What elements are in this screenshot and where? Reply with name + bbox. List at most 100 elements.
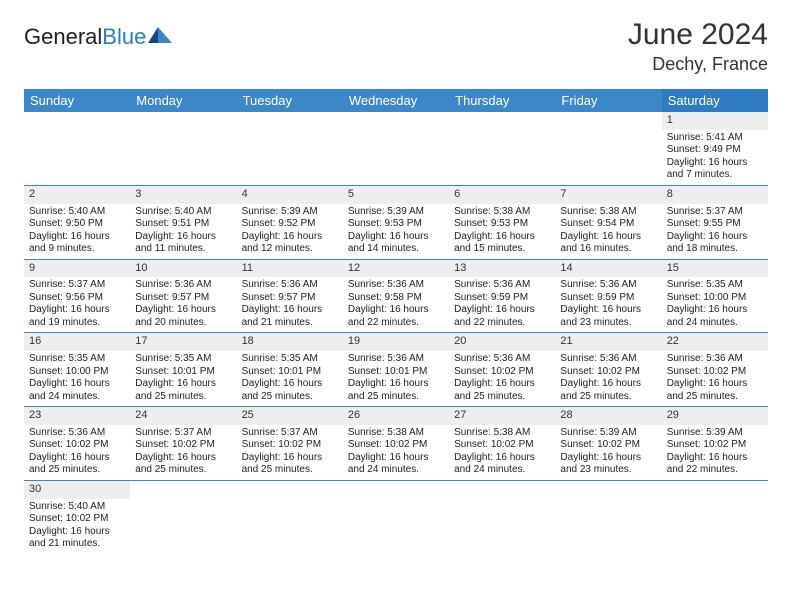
day-cell bbox=[130, 480, 236, 553]
col-wednesday: Wednesday bbox=[343, 89, 449, 112]
week-row: 30 Sunrise: 5:40 AMSunset: 10:02 PMDaylig… bbox=[24, 480, 768, 553]
sunrise-text: Sunrise: 5:40 AM bbox=[135, 206, 231, 219]
daylight-text: Daylight: 16 hours and 24 minutes. bbox=[454, 452, 550, 477]
day-number: 28 bbox=[555, 407, 661, 425]
day-number: 26 bbox=[343, 407, 449, 425]
daylight-text: Daylight: 16 hours and 22 minutes. bbox=[667, 452, 763, 477]
day-cell: 1Sunrise: 5:41 AMSunset: 9:49 PMDaylight… bbox=[662, 112, 768, 185]
day-cell bbox=[130, 112, 236, 185]
day-cell: 11Sunrise: 5:36 AMSunset: 9:57 PMDayligh… bbox=[237, 259, 343, 333]
sunset-text: Sunset: 10:02 PM bbox=[667, 439, 763, 452]
sunrise-text: Sunrise: 5:38 AM bbox=[454, 206, 550, 219]
col-monday: Monday bbox=[130, 89, 236, 112]
sunset-text: Sunset: 10:00 PM bbox=[667, 292, 763, 305]
sunrise-text: Sunrise: 5:36 AM bbox=[454, 353, 550, 366]
day-cell bbox=[449, 480, 555, 553]
col-thursday: Thursday bbox=[449, 89, 555, 112]
sunset-text: Sunset: 10:01 PM bbox=[135, 366, 231, 379]
sunset-text: Sunset: 10:02 PM bbox=[29, 439, 125, 452]
week-row: 1Sunrise: 5:41 AMSunset: 9:49 PMDaylight… bbox=[24, 112, 768, 185]
sunset-text: Sunset: 10:02 PM bbox=[667, 366, 763, 379]
day-cell: 26Sunrise: 5:38 AMSunset: 10:02 PMDaylig… bbox=[343, 407, 449, 481]
day-number: 17 bbox=[130, 333, 236, 351]
title-block: June 2024 Dechy, France bbox=[628, 18, 768, 75]
sunset-text: Sunset: 10:01 PM bbox=[348, 366, 444, 379]
daylight-text: Daylight: 16 hours and 22 minutes. bbox=[454, 304, 550, 329]
day-cell bbox=[343, 112, 449, 185]
sunrise-text: Sunrise: 5:39 AM bbox=[560, 427, 656, 440]
sunrise-text: Sunrise: 5:40 AM bbox=[29, 501, 125, 514]
daylight-text: Daylight: 16 hours and 25 minutes. bbox=[242, 452, 338, 477]
day-cell bbox=[237, 112, 343, 185]
col-tuesday: Tuesday bbox=[237, 89, 343, 112]
daylight-text: Daylight: 16 hours and 15 minutes. bbox=[454, 231, 550, 256]
daylight-text: Daylight: 16 hours and 19 minutes. bbox=[29, 304, 125, 329]
day-number: 20 bbox=[449, 333, 555, 351]
week-row: 23Sunrise: 5:36 AMSunset: 10:02 PMDaylig… bbox=[24, 407, 768, 481]
day-number: 30 bbox=[24, 481, 130, 499]
day-number: 22 bbox=[662, 333, 768, 351]
logo-part2: Blue bbox=[102, 24, 146, 49]
calendar-table: Sunday Monday Tuesday Wednesday Thursday… bbox=[24, 89, 768, 554]
day-cell: 14Sunrise: 5:36 AMSunset: 9:59 PMDayligh… bbox=[555, 259, 661, 333]
sunset-text: Sunset: 10:01 PM bbox=[242, 366, 338, 379]
sunrise-text: Sunrise: 5:36 AM bbox=[560, 353, 656, 366]
sunrise-text: Sunrise: 5:37 AM bbox=[667, 206, 763, 219]
daylight-text: Daylight: 16 hours and 7 minutes. bbox=[667, 157, 763, 182]
col-friday: Friday bbox=[555, 89, 661, 112]
day-number: 23 bbox=[24, 407, 130, 425]
day-cell bbox=[555, 480, 661, 553]
sunset-text: Sunset: 9:59 PM bbox=[560, 292, 656, 305]
sunrise-text: Sunrise: 5:36 AM bbox=[348, 279, 444, 292]
sunrise-text: Sunrise: 5:35 AM bbox=[242, 353, 338, 366]
daylight-text: Daylight: 16 hours and 25 minutes. bbox=[135, 378, 231, 403]
day-number: 7 bbox=[555, 186, 661, 204]
sunrise-text: Sunrise: 5:39 AM bbox=[348, 206, 444, 219]
sunset-text: Sunset: 9:49 PM bbox=[667, 144, 763, 157]
day-cell: 7Sunrise: 5:38 AMSunset: 9:54 PMDaylight… bbox=[555, 185, 661, 259]
daylight-text: Daylight: 16 hours and 23 minutes. bbox=[560, 452, 656, 477]
sunset-text: Sunset: 9:53 PM bbox=[348, 218, 444, 231]
day-cell: 13Sunrise: 5:36 AMSunset: 9:59 PMDayligh… bbox=[449, 259, 555, 333]
sunset-text: Sunset: 10:02 PM bbox=[348, 439, 444, 452]
sunrise-text: Sunrise: 5:40 AM bbox=[29, 206, 125, 219]
day-number: 15 bbox=[662, 260, 768, 278]
logo-icon bbox=[148, 27, 174, 50]
logo-part1: General bbox=[24, 24, 102, 49]
day-cell bbox=[662, 480, 768, 553]
day-number: 2 bbox=[24, 186, 130, 204]
sunset-text: Sunset: 9:56 PM bbox=[29, 292, 125, 305]
sunrise-text: Sunrise: 5:36 AM bbox=[348, 353, 444, 366]
sunset-text: Sunset: 10:02 PM bbox=[454, 366, 550, 379]
sunset-text: Sunset: 10:02 PM bbox=[29, 513, 125, 526]
day-cell: 20Sunrise: 5:36 AMSunset: 10:02 PMDaylig… bbox=[449, 333, 555, 407]
daylight-text: Daylight: 16 hours and 21 minutes. bbox=[29, 526, 125, 551]
page-subtitle: Dechy, France bbox=[628, 54, 768, 75]
sunrise-text: Sunrise: 5:39 AM bbox=[242, 206, 338, 219]
day-cell bbox=[449, 112, 555, 185]
col-sunday: Sunday bbox=[24, 89, 130, 112]
week-row: 2Sunrise: 5:40 AMSunset: 9:50 PMDaylight… bbox=[24, 185, 768, 259]
day-cell: 10Sunrise: 5:36 AMSunset: 9:57 PMDayligh… bbox=[130, 259, 236, 333]
day-number: 12 bbox=[343, 260, 449, 278]
day-cell: 16Sunrise: 5:35 AMSunset: 10:00 PMDaylig… bbox=[24, 333, 130, 407]
sunrise-text: Sunrise: 5:37 AM bbox=[135, 427, 231, 440]
sunset-text: Sunset: 9:55 PM bbox=[667, 218, 763, 231]
sunset-text: Sunset: 10:02 PM bbox=[242, 439, 338, 452]
day-cell: 15Sunrise: 5:35 AMSunset: 10:00 PMDaylig… bbox=[662, 259, 768, 333]
daylight-text: Daylight: 16 hours and 24 minutes. bbox=[667, 304, 763, 329]
sunrise-text: Sunrise: 5:36 AM bbox=[560, 279, 656, 292]
day-number: 24 bbox=[130, 407, 236, 425]
sunrise-text: Sunrise: 5:35 AM bbox=[135, 353, 231, 366]
day-cell: 17 Sunrise: 5:35 AMSunset: 10:01 PMDaylig… bbox=[130, 333, 236, 407]
day-cell bbox=[343, 480, 449, 553]
day-number: 27 bbox=[449, 407, 555, 425]
day-number: 6 bbox=[449, 186, 555, 204]
day-cell: 23Sunrise: 5:36 AMSunset: 10:02 PMDaylig… bbox=[24, 407, 130, 481]
day-cell: 9Sunrise: 5:37 AMSunset: 9:56 PMDaylight… bbox=[24, 259, 130, 333]
sunrise-text: Sunrise: 5:36 AM bbox=[454, 279, 550, 292]
day-number: 11 bbox=[237, 260, 343, 278]
daylight-text: Daylight: 16 hours and 14 minutes. bbox=[348, 231, 444, 256]
sunset-text: Sunset: 9:53 PM bbox=[454, 218, 550, 231]
daylight-text: Daylight: 16 hours and 24 minutes. bbox=[348, 452, 444, 477]
